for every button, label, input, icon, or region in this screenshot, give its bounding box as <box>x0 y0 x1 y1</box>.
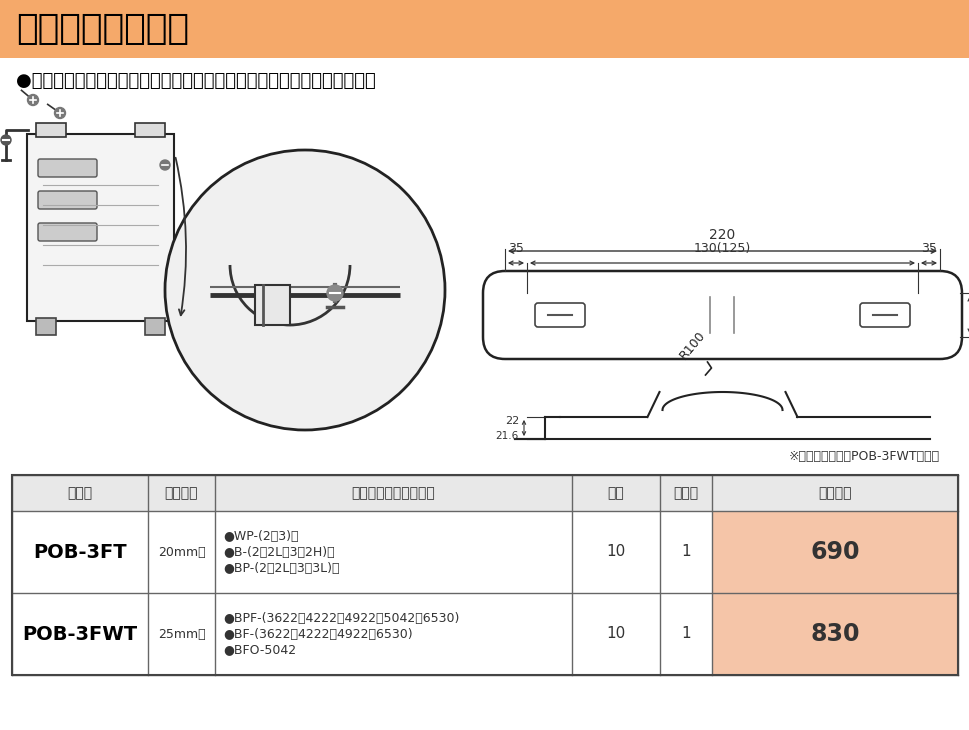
Text: 1: 1 <box>680 545 690 559</box>
Text: 10: 10 <box>606 545 625 559</box>
Text: ●BF-(3622・4222・4922・6530): ●BF-(3622・4222・4922・6530) <box>223 628 412 640</box>
FancyBboxPatch shape <box>483 271 961 359</box>
Text: ●ボックス、取付板をステンレスバンドでポールに取り付ける金具です。: ●ボックス、取付板をステンレスバンドでポールに取り付ける金具です。 <box>16 72 375 90</box>
FancyBboxPatch shape <box>38 223 97 241</box>
Text: 標準価格: 標準価格 <box>818 486 851 500</box>
Text: 適合ボックス・取付板: 適合ボックス・取付板 <box>351 486 435 500</box>
Text: ●BPF-(3622・4222・4922・5042・6530): ●BPF-(3622・4222・4922・5042・6530) <box>223 612 459 624</box>
FancyBboxPatch shape <box>711 593 957 675</box>
Text: 21.6: 21.6 <box>495 431 518 441</box>
Circle shape <box>27 94 39 106</box>
Text: 入数: 入数 <box>607 486 624 500</box>
FancyBboxPatch shape <box>135 123 165 137</box>
Circle shape <box>54 107 66 118</box>
Text: 690: 690 <box>809 540 859 564</box>
Circle shape <box>165 150 445 430</box>
FancyBboxPatch shape <box>27 134 173 321</box>
Text: POB-3FWT: POB-3FWT <box>22 624 138 644</box>
FancyBboxPatch shape <box>255 285 290 325</box>
Circle shape <box>327 285 343 301</box>
FancyBboxPatch shape <box>0 0 969 58</box>
FancyBboxPatch shape <box>711 511 957 593</box>
Text: ポールバンド金具: ポールバンド金具 <box>16 12 189 46</box>
Circle shape <box>1 135 11 145</box>
Circle shape <box>160 160 170 170</box>
Text: 220: 220 <box>708 228 735 242</box>
Text: 22: 22 <box>504 416 518 426</box>
FancyBboxPatch shape <box>38 159 97 177</box>
Text: 830: 830 <box>809 622 859 646</box>
FancyBboxPatch shape <box>36 123 66 137</box>
FancyBboxPatch shape <box>144 318 165 335</box>
Text: ※（　）内寸法はPOB-3FWTです。: ※（ ）内寸法はPOB-3FWTです。 <box>788 450 939 464</box>
FancyBboxPatch shape <box>535 303 584 327</box>
Text: 10: 10 <box>606 626 625 642</box>
FancyBboxPatch shape <box>860 303 909 327</box>
FancyBboxPatch shape <box>36 318 56 335</box>
Text: 130(125): 130(125) <box>693 242 750 255</box>
Text: 1: 1 <box>680 626 690 642</box>
Text: 25mm辺: 25mm辺 <box>158 628 205 640</box>
Text: バンド巾: バンド巾 <box>165 486 198 500</box>
Text: 販入数: 販入数 <box>672 486 698 500</box>
Text: 35: 35 <box>921 242 936 255</box>
FancyBboxPatch shape <box>12 475 957 511</box>
Text: R100: R100 <box>676 328 707 362</box>
Text: 35: 35 <box>508 242 523 255</box>
Text: 20mm辺: 20mm辺 <box>158 545 205 558</box>
Text: 品　番: 品 番 <box>68 486 92 500</box>
Text: POB-3FT: POB-3FT <box>33 542 127 561</box>
Text: ●B-(2・2L・3・2H)型: ●B-(2・2L・3・2H)型 <box>223 545 334 558</box>
Text: ●BFO-5042: ●BFO-5042 <box>223 644 296 656</box>
Text: ●BP-(2・2L・3・3L)型: ●BP-(2・2L・3・3L)型 <box>223 561 339 575</box>
Text: ●WP-(2・3)型: ●WP-(2・3)型 <box>223 529 298 542</box>
FancyBboxPatch shape <box>38 191 97 209</box>
